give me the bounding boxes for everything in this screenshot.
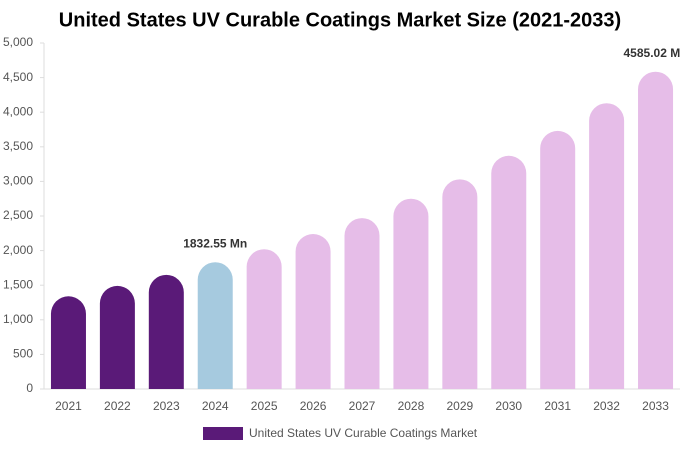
y-tick-label: 3,500 [3,139,33,153]
x-tick-label: 2024 [202,399,229,413]
x-tick-label: 2025 [251,399,278,413]
y-tick-label: 1,500 [3,277,33,291]
x-tick-label: 2027 [349,399,376,413]
bar [491,155,527,389]
x-tick-label: 2033 [642,399,669,413]
bar [638,71,674,389]
bar [393,198,429,389]
bar [295,233,331,389]
y-tick-label: 0 [26,381,33,395]
data-label: 4585.02 Mn [624,46,680,60]
legend-swatch [203,427,243,440]
bar [344,218,380,389]
x-tick-label: 2029 [446,399,473,413]
x-tick-label: 2031 [544,399,571,413]
bar [148,274,184,389]
y-tick-label: 2,000 [3,243,33,257]
x-tick-label: 2023 [153,399,180,413]
x-tick-label: 2030 [495,399,522,413]
bar [589,103,625,389]
x-tick-label: 2026 [300,399,327,413]
x-tick-label: 2021 [55,399,82,413]
legend-label: United States UV Curable Coatings Market [249,426,478,440]
y-tick-label: 500 [13,347,33,361]
y-tick-label: 2,500 [3,208,33,222]
y-tick-label: 3,000 [3,174,33,188]
bar [442,179,478,389]
bar [540,130,576,389]
bar [50,296,86,389]
y-tick-label: 1,000 [3,312,33,326]
x-tick-label: 2032 [593,399,620,413]
bar [246,249,282,389]
bar [99,285,135,389]
y-tick-label: 5,000 [3,35,33,49]
data-label: 1832.55 Mn [183,236,247,250]
y-tick-label: 4,500 [3,70,33,84]
y-tick-label: 4,000 [3,104,33,118]
bar [197,262,233,389]
x-tick-label: 2028 [398,399,425,413]
x-tick-label: 2022 [104,399,131,413]
chart-title: United States UV Curable Coatings Market… [59,9,621,31]
